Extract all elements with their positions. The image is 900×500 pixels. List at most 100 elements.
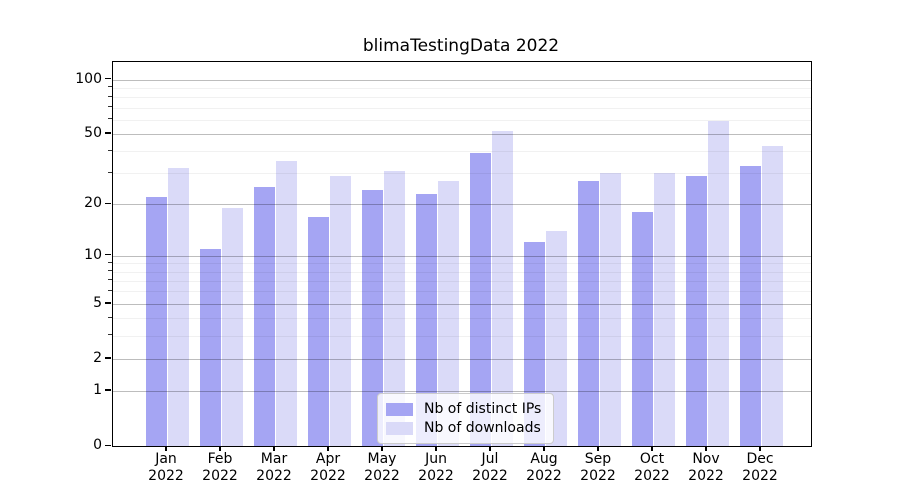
x-axis-tick (759, 446, 761, 451)
y-axis-minor-tick (108, 334, 112, 336)
y-axis-tick-label: 1 (93, 381, 102, 398)
x-label-year: 2022 (256, 467, 292, 484)
gridline-minor (113, 335, 811, 337)
y-axis-tick-label: 100 (75, 70, 102, 87)
bar-nb-of-downloads-jul (491, 130, 513, 446)
y-axis-tick-label: 2 (93, 349, 102, 366)
x-label-month: Oct (639, 451, 665, 467)
bar-nb-of-distinct-ips-jul (469, 153, 491, 446)
y-axis-tick (105, 444, 111, 446)
bar-nb-of-downloads-nov (707, 120, 729, 446)
gridline-minor (113, 151, 811, 153)
gridline-major (113, 79, 811, 81)
legend-item-nb-of-downloads: Nb of downloads (386, 419, 544, 437)
bar-nb-of-distinct-ips-jan (145, 197, 167, 446)
legend-swatch-nb-of-downloads (386, 421, 413, 435)
bar-nb-of-downloads-aug (545, 230, 567, 446)
x-axis-tick (597, 446, 599, 451)
x-axis-tick-label-sep: Sep 2022 (570, 451, 626, 484)
x-axis-tick-label-mar: Mar 2022 (246, 451, 302, 484)
gridline-minor (113, 280, 811, 282)
bar-nb-of-distinct-ips-dec (739, 166, 761, 446)
bar-nb-of-downloads-sep (599, 173, 621, 446)
x-label-month: May (367, 451, 397, 467)
y-axis-minor-tick (108, 86, 112, 88)
y-axis-minor-tick (108, 270, 112, 272)
gridline-major (113, 390, 811, 392)
y-axis-minor-tick (108, 149, 112, 151)
bar-nb-of-downloads-mar (275, 161, 297, 446)
y-axis-minor-tick (108, 316, 112, 318)
y-axis-tick (105, 78, 111, 80)
x-axis-tick (705, 446, 707, 451)
x-label-year: 2022 (742, 467, 778, 484)
x-label-year: 2022 (364, 467, 400, 484)
gridline-minor (113, 119, 811, 121)
x-axis-tick-label-jul: Jul 2022 (462, 451, 518, 484)
x-axis-tick (381, 446, 383, 451)
x-label-year: 2022 (310, 467, 346, 484)
y-axis-tick-label: 0 (93, 437, 102, 453)
bar-nb-of-distinct-ips-may (361, 190, 383, 446)
gridline-minor (113, 173, 811, 175)
x-axis-tick-label-jun: Jun 2022 (408, 451, 464, 484)
y-axis-tick-label: 5 (93, 294, 102, 311)
x-label-year: 2022 (202, 467, 238, 484)
x-axis-tick (651, 446, 653, 451)
y-axis-tick-label: 20 (84, 195, 102, 212)
x-axis-tick (327, 446, 329, 451)
x-label-year: 2022 (634, 467, 670, 484)
gridline-minor (113, 318, 811, 320)
bar-nb-of-distinct-ips-jun (415, 193, 437, 446)
x-label-year: 2022 (580, 467, 616, 484)
gridline-major (113, 303, 811, 305)
gridline-minor (113, 291, 811, 293)
x-label-month: Sep (584, 451, 612, 467)
x-label-year: 2022 (418, 467, 454, 484)
x-axis-tick-label-apr: Apr 2022 (300, 451, 356, 484)
y-axis-tick (105, 132, 111, 134)
gridline-major (113, 204, 811, 206)
bar-nb-of-distinct-ips-apr (307, 216, 329, 446)
x-axis-tick-label-jan: Jan 2022 (138, 451, 194, 484)
x-axis-tick (489, 446, 491, 451)
y-axis-minor-tick (108, 95, 112, 97)
bar-nb-of-distinct-ips-oct (631, 212, 653, 446)
bar-nb-of-downloads-dec (761, 145, 783, 446)
x-label-month: Jun (425, 451, 447, 467)
y-axis-tick-label: 10 (84, 246, 102, 263)
x-label-month: Feb (207, 451, 233, 467)
gridline-minor (113, 263, 811, 265)
bar-nb-of-downloads-jun (437, 181, 459, 446)
y-axis-tick (105, 357, 111, 359)
legend-label: Nb of distinct IPs (424, 401, 542, 417)
gridline-major (113, 133, 811, 135)
x-label-year: 2022 (526, 467, 562, 484)
gridline-minor (113, 271, 811, 273)
y-axis-minor-tick (108, 289, 112, 291)
gridline-major (113, 358, 811, 360)
x-label-month: Aug (530, 451, 558, 467)
bar-nb-of-downloads-apr (329, 175, 351, 446)
bar-nb-of-downloads-feb (221, 208, 243, 446)
y-axis-minor-tick (108, 261, 112, 263)
chart-title: blimaTestingData 2022 (362, 36, 560, 56)
bar-nb-of-downloads-may (383, 170, 405, 446)
gridline-minor (113, 97, 811, 99)
x-axis-tick-label-nov: Nov 2022 (678, 451, 734, 484)
x-label-year: 2022 (148, 467, 184, 484)
x-label-month: Apr (315, 451, 341, 467)
plot-area (112, 61, 812, 447)
x-axis-tick-label-oct: Oct 2022 (624, 451, 680, 484)
x-axis-tick-label-may: May 2022 (354, 451, 410, 484)
x-axis-tick (435, 446, 437, 451)
legend-label: Nb of downloads (424, 420, 541, 436)
gridline-minor (113, 87, 811, 89)
y-axis-tick (105, 202, 111, 205)
bar-nb-of-distinct-ips-feb (199, 248, 221, 446)
bar-nb-of-downloads-oct (653, 173, 675, 446)
x-label-year: 2022 (472, 467, 508, 484)
legend: Nb of distinct IPs Nb of downloads (377, 393, 554, 444)
x-axis-tick (165, 446, 167, 451)
x-axis-tick-label-dec: Dec 2022 (732, 451, 788, 484)
